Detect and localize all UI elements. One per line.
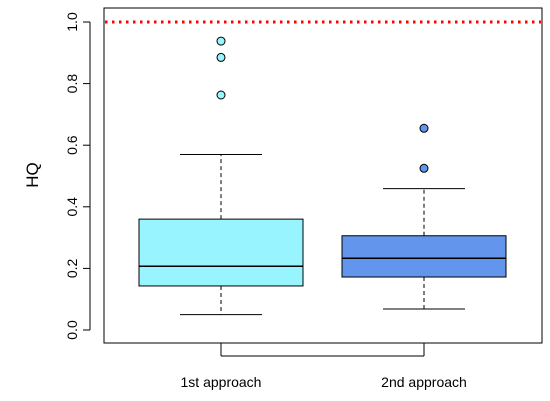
outlier-point: [419, 163, 429, 173]
x-tick-label: 1st approach: [181, 374, 262, 390]
y-tick-label: 0.2: [64, 258, 80, 278]
y-tick-label: 0.0: [64, 320, 80, 340]
y-tick-label: 0.4: [64, 197, 80, 217]
outlier-point: [216, 90, 226, 100]
x-tick-label: 2nd approach: [381, 374, 467, 390]
outlier-point: [216, 52, 226, 62]
outlier-point: [419, 123, 429, 133]
y-axis-title: HQ: [23, 162, 42, 188]
outlier-point: [216, 36, 226, 46]
y-tick-label: 0.8: [64, 74, 80, 94]
y-tick-label: 1.0: [64, 12, 80, 32]
plot-frame: [103, 7, 543, 344]
chart-marks: 0.0 0.2 0.4 0.6 0.8 1.0 1st approach 2nd approa…: [64, 12, 541, 390]
box-iqr: [138, 218, 304, 287]
box-iqr: [341, 235, 507, 278]
y-tick-label: 0.6: [64, 135, 80, 155]
